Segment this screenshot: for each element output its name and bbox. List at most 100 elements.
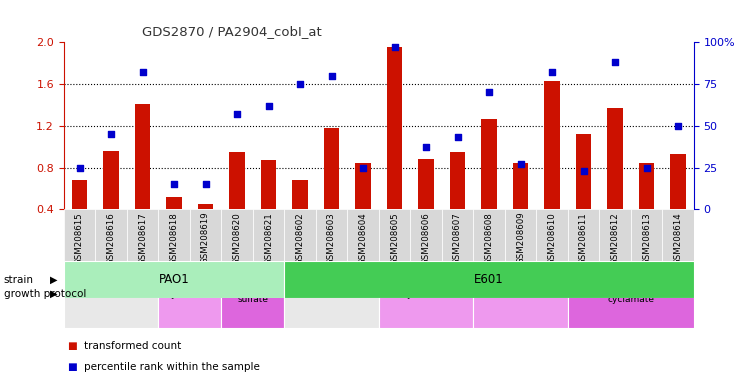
FancyBboxPatch shape [64, 209, 95, 261]
FancyBboxPatch shape [662, 209, 694, 261]
Point [452, 134, 464, 141]
FancyBboxPatch shape [64, 261, 284, 298]
Point [672, 123, 684, 129]
Bar [419, 159, 434, 209]
Text: transformed count: transformed count [84, 341, 182, 351]
Text: GSM208609: GSM208609 [516, 212, 525, 265]
Bar [608, 108, 622, 209]
Text: GSM208616: GSM208616 [106, 212, 116, 265]
Text: GSM208602: GSM208602 [296, 212, 304, 265]
FancyBboxPatch shape [379, 261, 473, 328]
FancyBboxPatch shape [442, 209, 473, 261]
Text: percentile rank within the sample: percentile rank within the sample [84, 362, 260, 372]
Text: GSM208615: GSM208615 [75, 212, 84, 265]
Text: mucin and
cyclamate: mucin and cyclamate [607, 285, 655, 305]
Text: ▶: ▶ [50, 275, 58, 285]
FancyBboxPatch shape [221, 209, 253, 261]
Bar [166, 197, 182, 209]
FancyBboxPatch shape [536, 209, 568, 261]
FancyBboxPatch shape [599, 209, 631, 261]
Point [640, 164, 652, 170]
Point [262, 103, 274, 109]
FancyBboxPatch shape [505, 209, 536, 261]
Point [74, 164, 86, 170]
Text: sulfate: sulfate [316, 290, 347, 299]
Point [200, 181, 211, 187]
FancyBboxPatch shape [473, 209, 505, 261]
Text: GSM208611: GSM208611 [579, 212, 588, 265]
Bar [670, 154, 686, 209]
Bar [544, 81, 560, 209]
Text: GSM208610: GSM208610 [548, 212, 556, 265]
Text: GDS2870 / PA2904_cobI_at: GDS2870 / PA2904_cobI_at [142, 25, 322, 38]
Text: cyclamate and
sulfate: cyclamate and sulfate [219, 285, 286, 305]
Point [136, 69, 148, 75]
Bar [356, 163, 370, 209]
FancyBboxPatch shape [568, 261, 694, 328]
Point [326, 73, 338, 79]
Text: GSM208618: GSM208618 [170, 212, 178, 265]
Text: GSM208607: GSM208607 [453, 212, 462, 265]
Text: GSM208604: GSM208604 [358, 212, 368, 265]
Text: GSM208605: GSM208605 [390, 212, 399, 265]
Bar [292, 180, 308, 209]
Point [357, 164, 369, 170]
Text: GSM208608: GSM208608 [484, 212, 494, 265]
Bar [198, 204, 213, 209]
Text: GSM208613: GSM208613 [642, 212, 651, 265]
Text: sulfate: sulfate [95, 290, 127, 299]
Bar [387, 48, 402, 209]
FancyBboxPatch shape [221, 261, 284, 328]
FancyBboxPatch shape [631, 209, 662, 261]
Text: cyclamate: cyclamate [403, 290, 449, 299]
FancyBboxPatch shape [64, 261, 158, 328]
Text: GSM208620: GSM208620 [232, 212, 242, 265]
Text: GSM208606: GSM208606 [422, 212, 430, 265]
Text: cyclamate: cyclamate [166, 290, 213, 299]
Point [420, 144, 432, 151]
Bar [513, 163, 528, 209]
Bar [72, 180, 87, 209]
Text: GSM208614: GSM208614 [674, 212, 682, 265]
Point [483, 89, 495, 95]
Text: ■: ■ [68, 341, 77, 351]
FancyBboxPatch shape [190, 209, 221, 261]
FancyBboxPatch shape [379, 209, 410, 261]
Point [294, 81, 306, 87]
Bar [230, 152, 244, 209]
Text: growth protocol: growth protocol [4, 289, 86, 299]
Point [168, 181, 180, 187]
Text: ■: ■ [68, 362, 77, 372]
FancyBboxPatch shape [253, 209, 284, 261]
Text: GSM208617: GSM208617 [138, 212, 147, 265]
FancyBboxPatch shape [284, 209, 316, 261]
Text: E601: E601 [474, 273, 504, 286]
FancyBboxPatch shape [127, 209, 158, 261]
Bar [638, 163, 654, 209]
Bar [482, 119, 496, 209]
Text: GSM208621: GSM208621 [264, 212, 273, 265]
Point [105, 131, 117, 137]
FancyBboxPatch shape [284, 261, 694, 298]
Point [231, 111, 243, 117]
Bar [135, 104, 150, 209]
FancyBboxPatch shape [473, 261, 568, 328]
Text: PAO1: PAO1 [159, 273, 189, 286]
Point [388, 44, 400, 50]
Text: GSM208612: GSM208612 [610, 212, 620, 265]
Text: GSM208619: GSM208619 [201, 212, 210, 265]
FancyBboxPatch shape [347, 209, 379, 261]
FancyBboxPatch shape [568, 209, 599, 261]
Bar [261, 160, 276, 209]
Text: mucin: mucin [506, 290, 535, 299]
Point [578, 168, 590, 174]
Text: ▶: ▶ [50, 289, 58, 299]
FancyBboxPatch shape [410, 209, 442, 261]
Bar [450, 152, 465, 209]
FancyBboxPatch shape [158, 261, 221, 328]
FancyBboxPatch shape [316, 209, 347, 261]
FancyBboxPatch shape [95, 209, 127, 261]
Point [609, 59, 621, 65]
Bar [324, 128, 339, 209]
Point [546, 69, 558, 75]
